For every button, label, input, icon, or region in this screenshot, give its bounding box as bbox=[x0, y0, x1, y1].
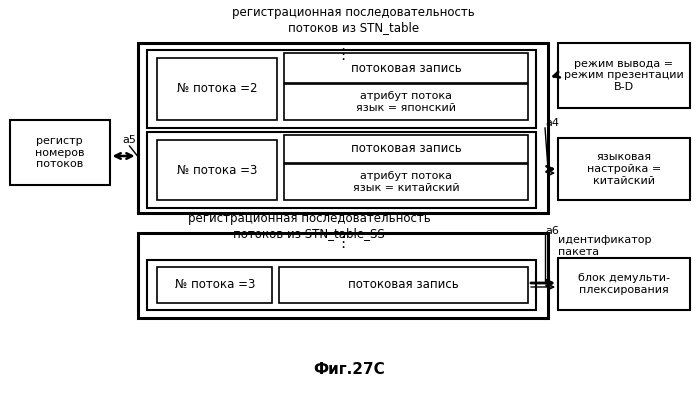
Text: блок демульти-
плексирования: блок демульти- плексирования bbox=[578, 273, 670, 295]
Text: a5: a5 bbox=[122, 135, 136, 145]
Bar bbox=[284, 53, 528, 83]
Bar bbox=[148, 132, 536, 208]
Bar bbox=[158, 267, 272, 303]
Text: потоковая запись: потоковая запись bbox=[351, 143, 461, 155]
Bar bbox=[148, 50, 536, 128]
Text: регистрационная последовательность
потоков из STN_table: регистрационная последовательность поток… bbox=[232, 6, 475, 34]
Bar bbox=[158, 58, 277, 120]
Bar bbox=[279, 267, 528, 303]
Bar bbox=[558, 43, 690, 108]
Bar bbox=[148, 260, 536, 310]
Bar bbox=[158, 140, 277, 200]
Bar bbox=[558, 258, 690, 310]
Bar bbox=[558, 138, 690, 200]
Text: Фиг.27С: Фиг.27С bbox=[313, 362, 384, 377]
Text: регистр
номеров
потоков: регистр номеров потоков bbox=[35, 136, 85, 169]
Bar bbox=[137, 233, 548, 318]
Text: a6: a6 bbox=[545, 226, 559, 236]
Bar bbox=[284, 164, 528, 200]
Text: режим вывода =
режим презентации
B-D: режим вывода = режим презентации B-D bbox=[564, 59, 684, 92]
Text: ⋮: ⋮ bbox=[335, 48, 351, 63]
Text: регистрационная последовательность
потоков из STN_table_SS: регистрационная последовательность поток… bbox=[188, 212, 430, 240]
Bar bbox=[137, 43, 548, 213]
Text: a4: a4 bbox=[545, 118, 559, 128]
Text: № потока =2: № потока =2 bbox=[177, 82, 258, 95]
Text: атрибут потока
язык = японский: атрибут потока язык = японский bbox=[356, 91, 456, 113]
Bar bbox=[284, 84, 528, 120]
Text: идентификатор
пакета: идентификатор пакета bbox=[558, 235, 652, 257]
Text: потоковая запись: потоковая запись bbox=[348, 278, 459, 291]
Text: потоковая запись: потоковая запись bbox=[351, 61, 461, 74]
Text: № потока =3: № потока =3 bbox=[177, 163, 258, 176]
Bar bbox=[10, 120, 110, 185]
Bar bbox=[284, 135, 528, 163]
Text: языковая
настройка =
китайский: языковая настройка = китайский bbox=[587, 153, 661, 186]
Text: атрибут потока
язык = китайский: атрибут потока язык = китайский bbox=[353, 171, 459, 193]
Text: № потока =3: № потока =3 bbox=[174, 278, 255, 291]
Text: ⋮: ⋮ bbox=[335, 235, 351, 250]
